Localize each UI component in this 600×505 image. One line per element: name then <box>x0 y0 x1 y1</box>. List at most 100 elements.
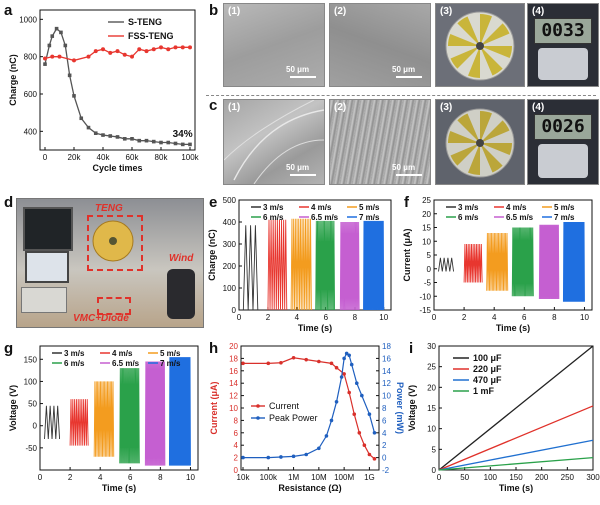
y-tick-label: 1000 <box>19 15 37 24</box>
data-point <box>367 412 372 416</box>
y-tick-label: 10 <box>427 425 436 434</box>
panel-f: f 0 2 4 6 8 10 -15 -10 -5 0 5 10 15 20 25 Time (s) Curre… <box>400 192 600 340</box>
series-line-2 <box>438 439 594 471</box>
x-tick-label: 6 <box>522 313 527 322</box>
x-tick-label: 10 <box>186 473 195 482</box>
sem-image-c1: (1) 50 μm <box>223 99 325 185</box>
data-point <box>159 140 163 145</box>
series-line-1 <box>69 399 89 446</box>
data-point <box>43 56 47 61</box>
oscilloscope-screen <box>23 207 73 251</box>
disk-sector <box>480 143 503 173</box>
y2-tick-label: 8 <box>382 404 387 413</box>
y2-tick-label: 4 <box>382 429 387 438</box>
legend-label: 6 m/s <box>458 213 479 222</box>
y-tick-label: 8 <box>234 416 239 425</box>
y-tick-label: 25 <box>422 196 431 205</box>
thickness-reading: 0026 <box>534 114 592 140</box>
disk-sector <box>480 46 512 58</box>
y-tick-label: 15 <box>427 404 436 413</box>
panel-label-g: g <box>4 340 14 357</box>
data-point <box>159 45 163 50</box>
data-point <box>151 47 156 52</box>
data-point <box>108 134 113 138</box>
y-tick-label: 25 <box>427 363 436 372</box>
data-point <box>334 400 339 404</box>
data-point <box>180 142 185 147</box>
data-point <box>166 140 171 145</box>
scale-text: 50 μm <box>392 65 416 74</box>
legend-label: 3 m/s <box>263 203 284 212</box>
series-line-3 <box>119 368 140 464</box>
y-tick-label: 2 <box>234 454 239 463</box>
x-tick-label: 1G <box>364 473 375 482</box>
y-axis-label: Current (μA) <box>209 381 219 434</box>
panel-label-a: a <box>4 2 13 19</box>
disk-sector <box>457 16 480 46</box>
legend-label: Current <box>269 401 300 411</box>
y-tick-label: 0 <box>432 466 437 475</box>
data-point <box>72 94 76 98</box>
series-line-4 <box>144 361 166 466</box>
panel-c: c (1) 50 μm (2) 50 μm (3) (4) 0026 <box>205 97 600 190</box>
series-line-0 <box>44 405 61 440</box>
y2-tick-label: 2 <box>382 441 387 450</box>
disk-sector <box>457 113 480 143</box>
data-point <box>334 365 339 370</box>
sub-label: (3) <box>440 102 453 113</box>
data-point <box>101 133 105 137</box>
panel-b: b (1) 50 μm (2) 50 μm (3) (4) 0033 <box>205 0 600 95</box>
series-line-4 <box>339 221 360 311</box>
x-tick-label: 0 <box>237 313 242 322</box>
x-tick-label: 1M <box>288 473 299 482</box>
y-tick-label: 500 <box>223 196 237 205</box>
legend-label: 7 m/s <box>359 213 380 222</box>
x-tick-label: 10k <box>237 473 251 482</box>
data-point <box>339 375 344 379</box>
series-line-1 <box>267 219 288 311</box>
photo-gauge-b4: (4) 0033 <box>527 3 599 87</box>
disk-sector <box>480 143 512 155</box>
x-tick-label: 6 <box>128 473 133 482</box>
scale-bar <box>396 174 422 176</box>
y-tick-label: 12 <box>229 392 238 401</box>
y-axis-label: Charge (nC) <box>207 229 217 281</box>
data-point <box>59 30 63 35</box>
data-point <box>137 47 142 52</box>
sub-label: (4) <box>532 102 545 113</box>
y-axis-label: Voltage (V) <box>8 385 18 431</box>
annotation: 34% <box>173 129 193 140</box>
data-point <box>144 138 149 143</box>
sem-image-b2: (2) 50 μm <box>329 3 431 87</box>
x-tick-label: 150 <box>509 473 523 482</box>
legend-label: 7 m/s <box>160 359 181 368</box>
legend-label: 6.5 m/s <box>311 213 339 222</box>
x-tick-label: 100 <box>484 473 498 482</box>
y-tick-label: 5 <box>427 251 432 260</box>
x-tick-label: 10 <box>379 313 388 322</box>
series-line-3 <box>315 220 335 311</box>
x-tick-label: 300 <box>586 473 600 482</box>
thickness-reading: 0033 <box>534 18 592 44</box>
x-tick-label: 4 <box>492 313 497 322</box>
plot-frame <box>39 345 199 471</box>
vmc-label: VMC+Diode <box>73 313 129 324</box>
data-point <box>130 137 134 141</box>
data-point <box>79 116 84 121</box>
scratch-pattern <box>224 100 324 184</box>
series-line-0 <box>438 257 455 272</box>
x-tick-label: 0 <box>432 313 437 322</box>
teng-disk-icon <box>92 220 134 262</box>
data-point <box>367 452 372 457</box>
panel-label-h: h <box>209 340 219 357</box>
legend-marker <box>256 416 260 420</box>
data-point <box>173 141 178 146</box>
legend-label: 6 m/s <box>263 213 284 222</box>
series-line-3 <box>438 456 594 471</box>
y-tick-label: 600 <box>24 90 38 99</box>
disk-sector <box>448 131 480 143</box>
y-tick-label: -50 <box>25 444 37 453</box>
legend-label: S-TENG <box>128 17 162 27</box>
sem-image-c2: (2) 50 μm <box>329 99 431 185</box>
data-point <box>352 412 357 416</box>
